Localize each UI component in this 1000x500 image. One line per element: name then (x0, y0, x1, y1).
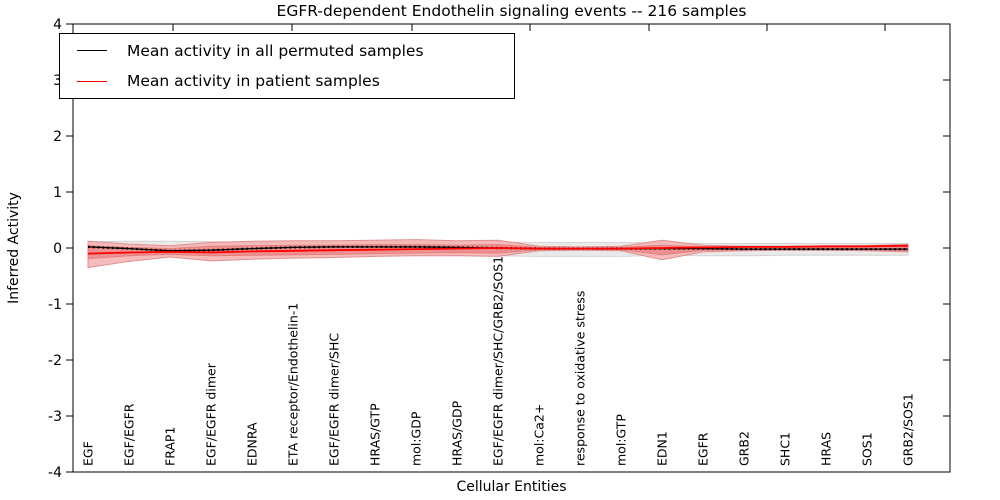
y-tick-label: -4 (48, 465, 62, 481)
x-tick-label: HRAS/GDP (450, 400, 465, 466)
x-tick-label: ETA receptor/Endothelin-1 (286, 303, 301, 466)
y-tick-label: 1 (53, 185, 62, 201)
y-tick-label: -1 (48, 297, 62, 313)
x-axis-label: Cellular Entities (456, 479, 567, 495)
x-tick-label: mol:Ca2+ (532, 404, 547, 466)
chart-title: EGFR-dependent Endothelin signaling even… (276, 2, 747, 20)
x-tick-label: GRB2/SOS1 (901, 393, 916, 466)
x-tick-label: HRAS (819, 432, 834, 466)
x-tick-label: EGF/EGFR dimer (204, 362, 219, 466)
legend-item-permuted: Mean activity in all permuted samples (60, 37, 514, 65)
x-tick-label: EGF/EGFR dimer/SHC (327, 333, 342, 466)
x-tick-label: mol:GDP (409, 411, 424, 466)
x-tick-label: FRAP1 (163, 427, 178, 466)
x-tick-label: GRB2 (737, 431, 752, 466)
y-tick-label: 4 (53, 17, 62, 33)
y-tick-label: 2 (53, 129, 62, 145)
x-tick-label: SHC1 (778, 432, 793, 466)
x-tick-label: HRAS/GTP (368, 403, 383, 466)
legend-line-sample-black (77, 50, 107, 52)
legend: Mean activity in all permuted samples Me… (59, 33, 515, 99)
x-tick-label: mol:GTP (614, 414, 629, 466)
x-tick-label: EGF/EGFR dimer/SHC/GRB2/SOS1 (491, 256, 506, 466)
legend-item-patient: Mean activity in patient samples (60, 67, 514, 95)
legend-line-sample-red (77, 80, 107, 82)
x-tick-label: EGFR (696, 432, 711, 466)
x-tick-label: EDNRA (245, 422, 260, 466)
x-tick-label: EDN1 (655, 431, 670, 466)
y-tick-label: -2 (48, 353, 62, 369)
legend-label: Mean activity in patient samples (127, 72, 380, 91)
x-tick-label: EGF/EGFR (122, 403, 137, 466)
y-axis-label: Inferred Activity (6, 192, 22, 304)
x-tick-label: EGF (81, 441, 96, 466)
x-tick-label: response to oxidative stress (573, 291, 588, 466)
line-patient-mean (87, 244, 909, 255)
x-tick-label: SOS1 (860, 432, 875, 466)
y-tick-label: 0 (53, 241, 62, 257)
y-tick-label: 3 (53, 73, 62, 89)
legend-label: Mean activity in all permuted samples (127, 41, 424, 60)
y-tick-label: -3 (48, 409, 62, 425)
